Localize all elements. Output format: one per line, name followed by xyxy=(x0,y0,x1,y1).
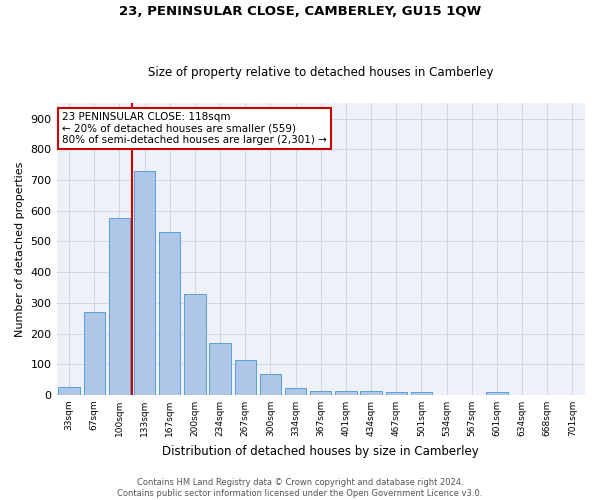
Bar xyxy=(83,312,105,395)
Bar xyxy=(486,392,508,395)
Bar xyxy=(109,218,130,395)
Bar xyxy=(260,374,281,395)
Bar xyxy=(310,391,331,395)
Bar xyxy=(386,392,407,395)
Bar xyxy=(209,342,231,395)
Text: 23 PENINSULAR CLOSE: 118sqm
← 20% of detached houses are smaller (559)
80% of se: 23 PENINSULAR CLOSE: 118sqm ← 20% of det… xyxy=(62,112,327,145)
Bar xyxy=(285,388,307,395)
Y-axis label: Number of detached properties: Number of detached properties xyxy=(15,162,25,337)
Text: Contains HM Land Registry data © Crown copyright and database right 2024.
Contai: Contains HM Land Registry data © Crown c… xyxy=(118,478,482,498)
Bar xyxy=(58,388,80,395)
X-axis label: Distribution of detached houses by size in Camberley: Distribution of detached houses by size … xyxy=(163,444,479,458)
Bar xyxy=(361,391,382,395)
Bar xyxy=(159,232,181,395)
Bar xyxy=(184,294,206,395)
Bar xyxy=(411,392,432,395)
Title: Size of property relative to detached houses in Camberley: Size of property relative to detached ho… xyxy=(148,66,494,78)
Bar xyxy=(335,391,356,395)
Bar xyxy=(235,360,256,395)
Text: 23, PENINSULAR CLOSE, CAMBERLEY, GU15 1QW: 23, PENINSULAR CLOSE, CAMBERLEY, GU15 1Q… xyxy=(119,5,481,18)
Bar xyxy=(134,171,155,395)
